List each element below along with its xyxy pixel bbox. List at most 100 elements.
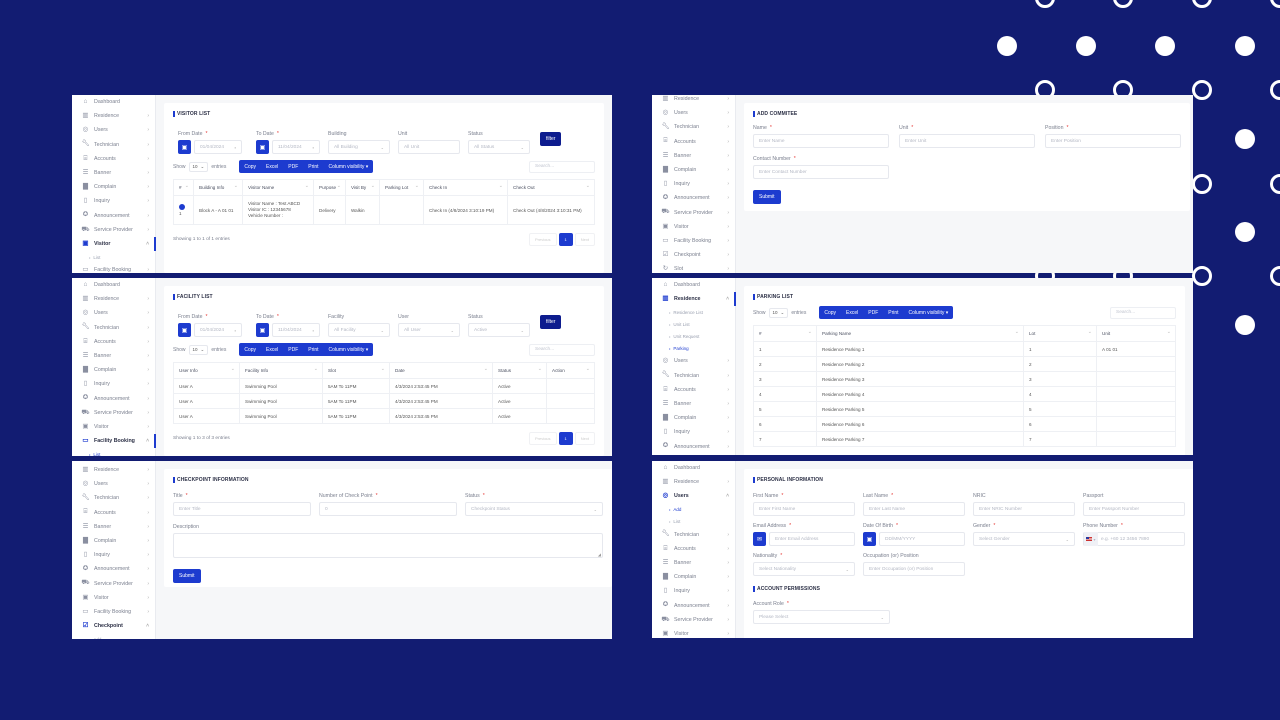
first-name-input[interactable]: Enter First Name <box>753 502 855 516</box>
sidebar-item-residence[interactable]: ▥ Residence › <box>662 95 729 103</box>
unit-input[interactable]: All Unit <box>398 140 460 154</box>
sidebar-item-inquiry[interactable]: ▯ Inquiry › <box>663 179 729 188</box>
page-1-button[interactable]: 1 <box>558 432 573 445</box>
sidebar-item-complain[interactable]: ▇ Complain › <box>83 182 149 191</box>
passport-input[interactable]: Enter Passport Number <box>1083 502 1185 516</box>
sidebar-item-banner[interactable]: ☰ Banner › <box>662 558 729 567</box>
calendar-icon[interactable]: ▣ <box>863 532 876 546</box>
sidebar-item-dashboard[interactable]: ⌂ Dashboard <box>663 463 700 472</box>
sidebar-item-checkpoint[interactable]: ☑ Checkpoint › <box>662 250 729 259</box>
sidebar-item-accounts[interactable]: ⌸ Accounts › <box>663 544 729 552</box>
sidebar-item-service-provider[interactable]: ⛟ Service Provider › <box>81 579 149 587</box>
sidebar-item-accounts[interactable]: ⌸ Accounts › <box>83 337 149 345</box>
excel-button[interactable]: Excel <box>266 163 279 170</box>
sidebar-item-dashboard[interactable]: ⌂ Dashboard <box>83 280 120 289</box>
sidebar-item-residence[interactable]: ▥ Residence › <box>82 465 149 474</box>
sidebar-item-accounts[interactable]: ⌸ Accounts › <box>83 508 149 516</box>
status-select[interactable]: Checkpoint Status ⌄ <box>465 502 603 516</box>
sidebar-item-facility-booking[interactable]: ▭ Facility Booking › <box>82 607 149 615</box>
sidebar-item-announcement[interactable]: ✪ Announcement › <box>662 601 729 609</box>
sidebar-subitem-add[interactable]: Add <box>652 504 735 516</box>
country-flag-select[interactable]: ▾ <box>1084 532 1098 546</box>
search-input[interactable]: Search... <box>529 343 595 356</box>
previous-button[interactable]: Previous <box>528 233 557 246</box>
sidebar-item-visitor[interactable]: ▣ Visitor › <box>82 593 149 601</box>
calendar-button[interactable]: ▣ <box>178 140 191 154</box>
user-select[interactable]: All User ⌄ <box>398 323 460 337</box>
sidebar-item-residence[interactable]: ▥ Residence › <box>82 295 149 303</box>
contact-number-input[interactable]: Enter Contact Number <box>753 165 889 179</box>
sidebar-item-banner[interactable]: ☰ Banner › <box>82 522 149 530</box>
sidebar-subitem-add[interactable]: Add <box>72 633 155 639</box>
status-select[interactable]: Active ⌄ <box>468 323 530 337</box>
sidebar-item-facility-booking[interactable]: ▭ Facility Booking › <box>662 236 729 244</box>
sidebar-item-users[interactable]: ◎ Users › <box>662 357 729 365</box>
nationality-select[interactable]: Select Nationality ⌄ <box>753 562 855 576</box>
sidebar-item-complain[interactable]: ▇ Complain › <box>663 572 729 581</box>
sidebar-item-residence[interactable]: ▥ Residence › <box>82 112 149 120</box>
position-input[interactable]: Enter Position <box>1045 134 1181 148</box>
sidebar-item-banner[interactable]: ☰ Banner › <box>82 351 149 360</box>
sidebar-subitem-list[interactable]: List <box>652 516 735 528</box>
occupation-input[interactable]: Enter Occupation (or) Position <box>863 562 965 576</box>
sidebar-item-complain[interactable]: ▇ Complain › <box>83 536 149 545</box>
nric-input[interactable]: Enter NRIC Number <box>973 502 1075 516</box>
status-select[interactable]: All Status ⌄ <box>468 140 530 154</box>
sidebar-item-inquiry[interactable]: ▯ Inquiry › <box>663 428 729 436</box>
to-date-input[interactable]: 11/04/2024 ▪ <box>272 140 320 154</box>
sidebar-item-service-provider[interactable]: ⛟ Service Provider › <box>661 208 729 216</box>
copy-button[interactable]: Copy <box>824 309 837 316</box>
sidebar-item-technician[interactable]: 🔧︎ Technician › <box>81 140 149 148</box>
pdf-button[interactable]: PDF <box>288 346 299 353</box>
next-button[interactable]: Next <box>574 233 595 246</box>
sidebar-item-users[interactable]: ◎ Users ˄ <box>662 492 729 500</box>
page-1-button[interactable]: 1 <box>558 233 573 246</box>
search-input[interactable]: Search... <box>1110 306 1176 319</box>
name-input[interactable]: Enter Name <box>753 134 889 148</box>
sidebar-item-technician[interactable]: 🔧︎ Technician › <box>81 323 149 331</box>
from-date-input[interactable]: 01/04/2024 ▪ <box>194 140 242 154</box>
sidebar-item-inquiry[interactable]: ▯ Inquiry › <box>83 197 149 205</box>
sidebar-item-residence[interactable]: ▥ Residence › <box>662 478 729 486</box>
last-name-input[interactable]: Enter Last Name <box>863 502 965 516</box>
unit-input[interactable]: Enter Unit <box>899 134 1035 148</box>
sidebar-item-facility-booking[interactable]: ▭ Facility Booking ˄ <box>72 434 156 449</box>
column-visibility-button[interactable]: Column visibility ▾ <box>908 309 949 316</box>
sidebar-item-service-provider[interactable]: ⛟ Service Provider › <box>81 225 149 233</box>
print-button[interactable]: Print <box>888 309 899 316</box>
excel-button[interactable]: Excel <box>846 309 859 316</box>
sidebar-item-users[interactable]: ◎ Users › <box>82 126 149 134</box>
sidebar-item-banner[interactable]: ☰ Banner › <box>662 151 729 159</box>
sidebar-item-slot[interactable]: ↻ Slot › <box>662 265 729 273</box>
column-visibility-button[interactable]: Column visibility ▾ <box>328 163 369 170</box>
submit-button[interactable]: Submit <box>753 190 781 204</box>
sidebar-item-visitor[interactable]: ▣ Visitor › <box>662 222 729 230</box>
email-input[interactable]: Enter Email Address <box>769 532 855 546</box>
print-button[interactable]: Print <box>308 163 319 170</box>
sidebar-item-inquiry[interactable]: ▯ Inquiry › <box>83 380 149 388</box>
calendar-button[interactable]: ▣ <box>178 323 191 337</box>
sidebar-item-service-provider[interactable]: ⛟ Service Provider › <box>81 408 149 416</box>
page-length-select[interactable]: 10 ⌄ <box>188 161 209 172</box>
sidebar-item-inquiry[interactable]: ▯ Inquiry › <box>663 587 729 595</box>
next-button[interactable]: Next <box>574 432 595 445</box>
checkpoint-number-input[interactable]: 0 <box>319 502 457 516</box>
expand-row-icon[interactable] <box>179 204 185 210</box>
sidebar-item-users[interactable]: ◎ Users › <box>662 109 729 117</box>
pdf-button[interactable]: PDF <box>868 309 879 316</box>
sidebar-item-dashboard[interactable]: ⌂ Dashboard <box>663 280 700 289</box>
sidebar-item-complain[interactable]: ▇ Complain › <box>83 365 149 374</box>
facility-select[interactable]: All Facility ⌄ <box>328 323 390 337</box>
sidebar-item-complain[interactable]: ▇ Complain › <box>663 165 729 174</box>
sidebar-item-announcement[interactable]: ✪ Announcement › <box>82 394 149 402</box>
column-visibility-button[interactable]: Column visibility ▾ <box>328 346 369 353</box>
sidebar-item-accounts[interactable]: ⌸ Accounts › <box>83 154 149 162</box>
sidebar-item-facility-booking[interactable]: ▭ Facility Booking › <box>82 265 149 273</box>
account-role-select[interactable]: Please Select ⌄ <box>753 610 890 624</box>
calendar-button[interactable]: ▣ <box>256 140 269 154</box>
sidebar-subitem-list[interactable]: List <box>72 251 155 263</box>
sidebar-item-technician[interactable]: 🔧︎ Technician › <box>661 371 729 379</box>
sidebar-item-technician[interactable]: 🔧︎ Technician › <box>661 123 729 131</box>
sidebar-subitem-residence-list[interactable]: Residence List <box>652 306 735 318</box>
sidebar-item-announcement[interactable]: ✪ Announcement › <box>82 211 149 219</box>
